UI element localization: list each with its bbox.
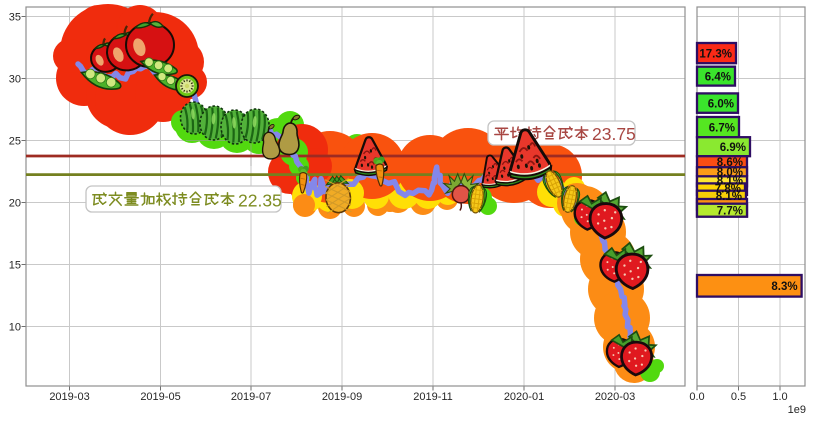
svg-text:6.9%: 6.9% [720,142,746,154]
svg-text:2019-03: 2019-03 [49,391,89,403]
svg-text:2019-05: 2019-05 [140,391,180,403]
svg-text:6.0%: 6.0% [708,99,734,111]
svg-text:2019-07: 2019-07 [231,391,271,403]
svg-text:8.6%: 8.6% [717,157,743,169]
svg-text:6.4%: 6.4% [705,72,731,84]
svg-text:23.75: 23.75 [592,124,636,144]
svg-text:1.0: 1.0 [772,391,787,403]
svg-text:8.0%: 8.0% [717,167,743,179]
svg-text:10: 10 [9,322,21,334]
svg-text:15: 15 [9,260,21,272]
svg-text:6.7%: 6.7% [709,123,735,135]
svg-text:8.3%: 8.3% [771,281,797,293]
svg-text:2020-03: 2020-03 [595,391,635,403]
svg-text:7.8%: 7.8% [715,184,741,196]
svg-text:7.7%: 7.7% [717,206,743,218]
svg-text:8.1%: 8.1% [717,176,743,188]
svg-text:30: 30 [9,74,21,86]
svg-text:25: 25 [9,136,21,148]
svg-text:22.35: 22.35 [238,191,282,211]
svg-text:20: 20 [9,198,21,210]
svg-text:17.3%: 17.3% [699,49,732,61]
svg-text:0.5: 0.5 [731,391,746,403]
svg-text:8.1%: 8.1% [716,191,742,203]
svg-text:2020-01: 2020-01 [504,391,544,403]
svg-text:35: 35 [9,12,21,24]
svg-text:1e9: 1e9 [788,404,806,416]
svg-text:2019-09: 2019-09 [322,391,362,403]
svg-text:0.0: 0.0 [689,391,704,403]
svg-text:2019-11: 2019-11 [413,391,453,403]
